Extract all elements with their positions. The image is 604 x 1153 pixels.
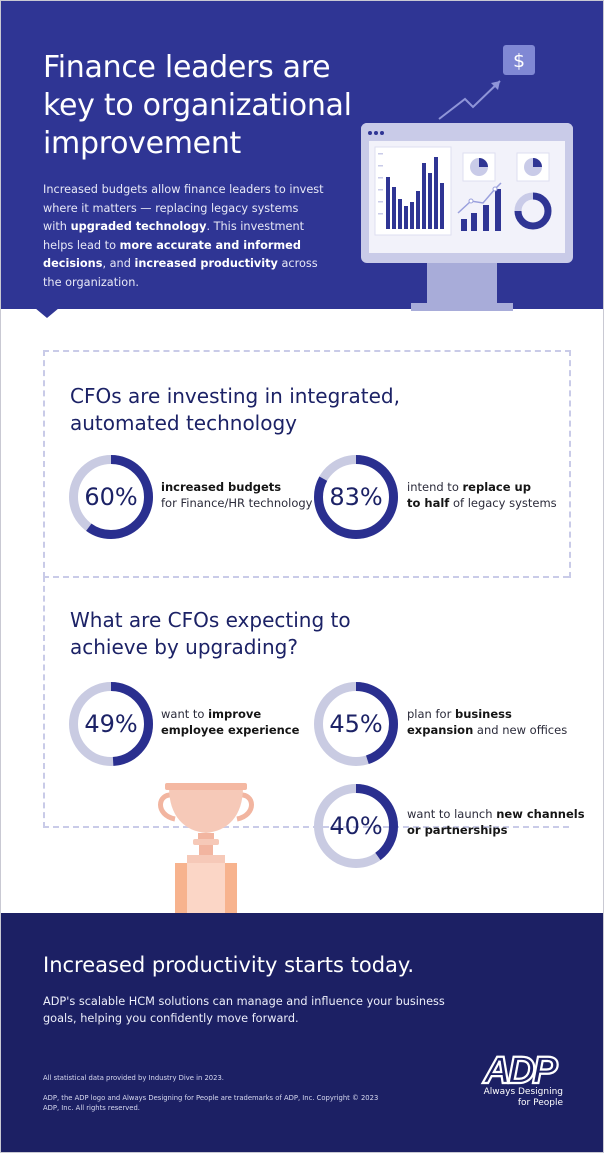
section1-title: CFOs are investing in integrated, automa… xyxy=(70,384,400,435)
progress-ring xyxy=(69,455,153,539)
footer: Increased productivity starts today. ADP… xyxy=(1,913,603,1152)
footer-body: ADP's scalable HCM solutions can manage … xyxy=(43,995,445,1025)
emphasis-text: replace up xyxy=(462,480,531,494)
body-text: want to launch xyxy=(407,807,497,821)
monitor-dashboard-illustration: $ xyxy=(361,45,573,311)
stat-45-ring: 45% xyxy=(314,682,398,766)
emphasis-text: improve xyxy=(208,707,262,721)
trophy-icon xyxy=(158,783,254,913)
stat-49-ring: 49% xyxy=(69,682,153,766)
section2-title: What are CFOs expecting to achieve by up… xyxy=(70,608,351,659)
svg-text:ADP: ADP xyxy=(482,1050,558,1092)
stat-percentage: 60% xyxy=(84,483,138,511)
stat-49-description: want to improve employee experience xyxy=(161,706,299,738)
tagline-line2: for People xyxy=(517,1098,563,1108)
body-text: for Finance/HR technology xyxy=(161,496,313,510)
stat-83-description: intend to replace up to half of legacy sy… xyxy=(407,479,557,511)
hero-banner: Finance leaders are key to organizationa… xyxy=(1,1,603,311)
hero-pointer xyxy=(35,308,59,318)
footer-title: Increased productivity starts today. xyxy=(43,953,414,977)
progress-ring xyxy=(69,682,153,766)
stat-percentage: 49% xyxy=(84,710,138,738)
body-text: plan for xyxy=(407,707,455,721)
stat-percentage: 40% xyxy=(329,812,383,840)
tagline-line1: Always Designing xyxy=(483,1087,563,1097)
adp-logo: ADP xyxy=(481,1049,562,1093)
progress-ring xyxy=(314,682,398,766)
ring-fill xyxy=(69,455,153,539)
progress-ring xyxy=(314,784,398,868)
stat-60-description: increased budgets for Finance/HR technolo… xyxy=(161,479,313,511)
emphasis-text: or partnerships xyxy=(407,823,508,837)
emphasis-text: increased productivity xyxy=(134,257,278,270)
progress-ring xyxy=(314,455,398,539)
hero-body: Increased budgets allow finance leaders … xyxy=(43,181,325,292)
stat-percentage: 45% xyxy=(329,710,383,738)
body-text: want to xyxy=(161,707,209,721)
emphasis-text: to half xyxy=(407,496,450,510)
hero-title: Finance leaders are key to organizationa… xyxy=(43,50,352,161)
body-text: . This investment helps lead to xyxy=(43,220,305,252)
legal-notice: ADP, the ADP logo and Always Designing f… xyxy=(43,1094,379,1112)
data-source-note: All statistical data provided by Industr… xyxy=(43,1074,224,1082)
adp-tagline: Always Designing for People xyxy=(463,1087,563,1109)
ring-fill xyxy=(314,682,398,766)
emphasis-text: more accurate and informed decisions xyxy=(43,238,301,271)
emphasis-text: increased budgets xyxy=(161,480,282,494)
stat-percentage: 83% xyxy=(329,483,383,511)
stat-40-description: want to launch new channels or partnershi… xyxy=(407,806,585,838)
section1-frame xyxy=(43,350,571,578)
body-text: Increased budgets allow finance leaders … xyxy=(43,183,324,233)
stat-83-ring: 83% xyxy=(314,455,398,539)
dollar-symbol: $ xyxy=(513,50,525,72)
section2-frame xyxy=(43,576,569,828)
body-text: , and xyxy=(102,257,135,270)
emphasis-text: employee experience xyxy=(161,723,300,737)
emphasis-text: new channels xyxy=(496,807,585,821)
ring-fill xyxy=(314,455,398,539)
body-text: intend to xyxy=(407,480,463,494)
stat-40-ring: 40% xyxy=(314,784,398,868)
body-text: of legacy systems xyxy=(449,496,557,510)
emphasis-text: business xyxy=(454,707,512,721)
body-text: and new offices xyxy=(473,723,568,737)
body-text: across the organization. xyxy=(43,257,318,289)
dollar-icon xyxy=(503,45,535,75)
emphasis-text: upgraded technology xyxy=(70,220,207,233)
emphasis-text: expansion xyxy=(407,723,474,737)
stat-45-description: plan for business expansion and new offic… xyxy=(407,706,567,738)
ring-fill xyxy=(69,682,153,766)
stat-60-ring: 60% xyxy=(69,455,153,539)
ring-fill xyxy=(314,784,398,868)
